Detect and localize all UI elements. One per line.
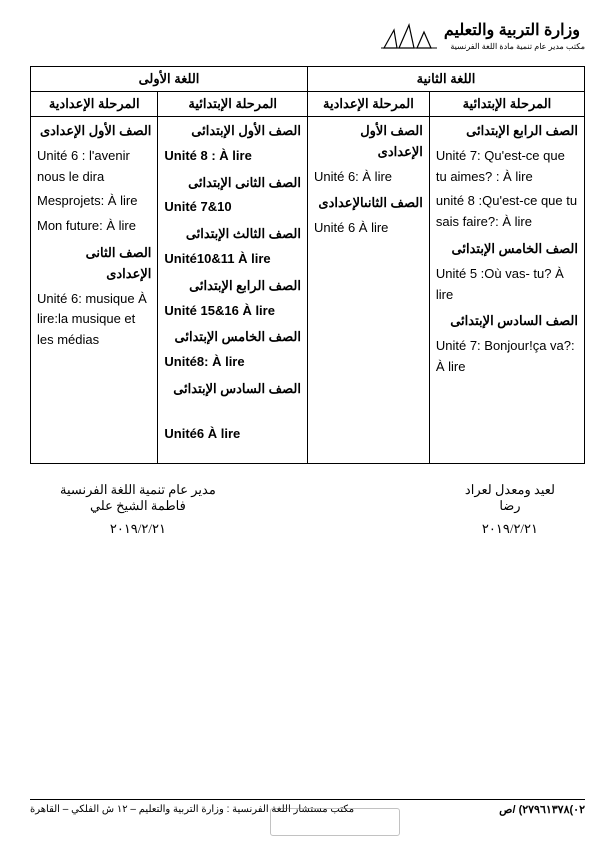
document-header: وزارة التربية والتعليم مكتب مدير عام تنم… [30, 20, 585, 51]
grade-title: الصف الخامس الإبتدائى [164, 327, 301, 348]
unit-text: Unité 7: Bonjour!ça va?: À lire [436, 336, 578, 378]
sig-line: مدير عام تنمية اللغة الفرنسية [60, 482, 216, 499]
col3-cell: الصف الأول الإعدادى Unité 6: À lire الصف… [307, 117, 429, 464]
unit-text: Unité8: À lire [164, 352, 301, 373]
unit-text: Unité10&11 À lire [164, 249, 301, 270]
unit-text: Unité 6 : l'avenir nous le dira [37, 146, 151, 188]
grade-title: الصف الأول الإعدادى [37, 121, 151, 142]
ministry-title: وزارة التربية والتعليم [444, 20, 580, 40]
footer-phone: ٠٢)٢٧٩٦١٣٧٨) /ص [499, 803, 585, 816]
grade-title: الصف الثانى الإعدادى [37, 243, 151, 285]
grade-title: الصف الثانىالإعدادى [314, 193, 423, 214]
unit-text: Mon future: À lire [37, 216, 151, 237]
unit-text: Unité 8 : À lire [164, 146, 301, 167]
stage-prep-1: المرحلة الإعدادية [31, 92, 158, 117]
unit-text: Unité6 À lire [164, 424, 301, 445]
stamp-box [270, 808, 400, 836]
unit-text: Unité 6: À lire [314, 167, 423, 188]
grade-title: الصف الأول الإبتدائى [164, 121, 301, 142]
sig-line: فاطمة الشيخ علي [60, 498, 216, 515]
sig-line: لعيد ومعدل لعراد [465, 482, 555, 499]
unit-text: Unité 6: musique À lire:la musique et le… [37, 289, 151, 351]
unit-text: Unité 7: Qu'est-ce que tu aimes? : À lir… [436, 146, 578, 188]
grade-title: الصف الخامس الإبتدائى [436, 239, 578, 260]
col1-cell: الصف الأول الإعدادى Unité 6 : l'avenir n… [31, 117, 158, 464]
grade-title: الصف السادس الإبتدائى [164, 379, 301, 400]
stage-prim-2: المرحلة الإبتدائية [429, 92, 584, 117]
stage-prim-1: المرحلة الإبتدائية [158, 92, 308, 117]
col4-cell: الصف الرابع الإبتدائى Unité 7: Qu'est-ce… [429, 117, 584, 464]
signature-area: مدير عام تنمية اللغة الفرنسية فاطمة الشي… [30, 482, 585, 539]
grade-title: الصف الأول الإعدادى [314, 121, 423, 163]
unit-text: Unité 15&16 À lire [164, 301, 301, 322]
signature-right: لعيد ومعدل لعراد رضا ٢٠١٩/٢/٢١ [465, 482, 555, 539]
grade-title: الصف الرابع الإبتدائى [436, 121, 578, 142]
sig-date: ٢٠١٩/٢/٢١ [465, 521, 555, 538]
lang2-header: اللغة الثانية [307, 67, 584, 92]
unit-text: Unité 7&10 [164, 197, 301, 218]
unit-text: Mesprojets: À lire [37, 191, 151, 212]
sig-line: رضا [465, 498, 555, 515]
grade-title: الصف الثالث الإبتدائى [164, 224, 301, 245]
stage-prep-2: المرحلة الإعدادية [307, 92, 429, 117]
signature-left: مدير عام تنمية اللغة الفرنسية فاطمة الشي… [60, 482, 216, 539]
grade-title: الصف الثانى الإبتدائى [164, 173, 301, 194]
ministry-logo [379, 20, 439, 50]
curriculum-table: اللغة الأولى اللغة الثانية المرحلة الإعد… [30, 66, 585, 464]
ministry-subtitle: مكتب مدير عام تنمية مادة اللغة الفرنسية [444, 42, 585, 51]
unit-text: Unité 6 À lire [314, 218, 423, 239]
col2-cell: الصف الأول الإبتدائى Unité 8 : À lire ال… [158, 117, 308, 464]
grade-title: الصف الرابع الإبتدائى [164, 276, 301, 297]
unit-text: Unité 5 :Où vas- tu? À lire [436, 264, 578, 306]
sig-date: ٢٠١٩/٢/٢١ [60, 521, 216, 538]
lang1-header: اللغة الأولى [31, 67, 308, 92]
grade-title: الصف السادس الإبتدائى [436, 311, 578, 332]
unit-text: unité 8 :Qu'est-ce que tu sais faire?: À… [436, 191, 578, 233]
